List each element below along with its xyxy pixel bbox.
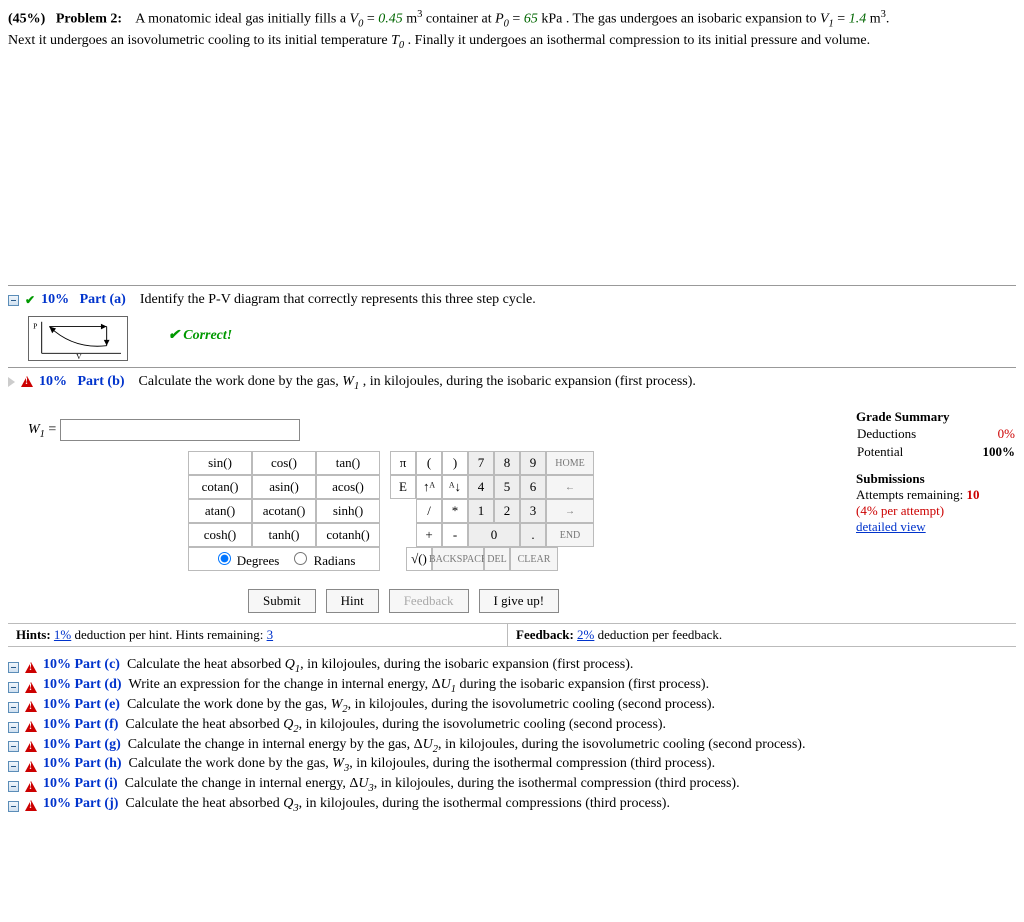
key-sym[interactable]: +	[416, 523, 442, 547]
collapse-icon[interactable]	[8, 741, 19, 752]
key-sym[interactable]: (	[416, 451, 442, 475]
key-dot[interactable]: .	[520, 523, 546, 547]
answer-input[interactable]	[60, 419, 300, 441]
key-fn[interactable]: acos()	[316, 475, 380, 499]
collapse-icon[interactable]	[8, 761, 19, 772]
key-num[interactable]: 6	[520, 475, 546, 499]
key-ctl[interactable]: ←	[546, 475, 594, 499]
key-num[interactable]: 4	[468, 475, 494, 499]
key-clear[interactable]: CLEAR	[510, 547, 558, 571]
key-fn[interactable]: cosh()	[188, 523, 252, 547]
collapse-icon[interactable]	[8, 682, 19, 693]
hints-feedback-bar: Hints: 1% deduction per hint. Hints rema…	[8, 623, 1016, 647]
key-fn[interactable]: tan()	[316, 451, 380, 475]
warning-icon	[25, 800, 37, 811]
svg-text:V: V	[76, 352, 82, 361]
correct-label: ✔ Correct!	[168, 327, 232, 344]
key-fn[interactable]: atan()	[188, 499, 252, 523]
check-icon: ✔	[25, 293, 35, 308]
key-fn[interactable]: cos()	[252, 451, 316, 475]
key-num[interactable]: 3	[520, 499, 546, 523]
keypad: sin()cos()tan() π()789HOME cotan()asin()ac…	[188, 451, 816, 571]
warning-icon	[25, 761, 37, 772]
warning-icon	[25, 721, 37, 732]
key-fn[interactable]: acotan()	[252, 499, 316, 523]
key-fn[interactable]: tanh()	[252, 523, 316, 547]
key-num[interactable]: 1	[468, 499, 494, 523]
collapse-icon[interactable]	[8, 702, 19, 713]
pv-diagram: P V	[28, 316, 128, 361]
key-sym[interactable]: π	[390, 451, 416, 475]
warning-icon	[21, 376, 33, 387]
expand-icon[interactable]	[8, 377, 15, 387]
warning-icon	[25, 701, 37, 712]
collapse-icon[interactable]	[8, 295, 19, 306]
radians-radio[interactable]: Radians	[289, 549, 355, 569]
key-sym[interactable]: )	[442, 451, 468, 475]
answer-row: W1 =	[28, 419, 816, 441]
key-ctl[interactable]: END	[546, 523, 594, 547]
detailed-view-link[interactable]: detailed view	[856, 519, 926, 534]
key-fn[interactable]: cotanh()	[316, 523, 380, 547]
submit-button[interactable]: Submit	[248, 589, 316, 613]
key-sym[interactable]: -	[442, 523, 468, 547]
part-b-header: 10% Part (b) Calculate the work done by …	[8, 374, 1016, 392]
feedback-button[interactable]: Feedback	[389, 589, 469, 613]
key-num[interactable]: 5	[494, 475, 520, 499]
key-del[interactable]: DEL	[484, 547, 510, 571]
key-fn[interactable]: asin()	[252, 475, 316, 499]
giveup-button[interactable]: I give up!	[479, 589, 560, 613]
key-num[interactable]: 2	[494, 499, 520, 523]
collapse-icon[interactable]	[8, 722, 19, 733]
key-sym[interactable]: ↑ᴬ	[416, 475, 442, 499]
key-sym[interactable]: /	[416, 499, 442, 523]
part-a-header: ✔ 10% Part (a) Identify the P-V diagram …	[8, 292, 1016, 308]
problem-statement: (45%) Problem 2: A monatomic ideal gas i…	[8, 8, 1016, 53]
key-sym[interactable]: *	[442, 499, 468, 523]
hint-button[interactable]: Hint	[326, 589, 379, 613]
collapse-icon[interactable]	[8, 781, 19, 792]
remaining-parts: 10% Part (c) Calculate the heat absorbed…	[8, 657, 1016, 813]
key-ctl[interactable]: →	[546, 499, 594, 523]
problem-label: Problem 2:	[56, 12, 122, 27]
warning-icon	[25, 781, 37, 792]
key-fn[interactable]: cotan()	[188, 475, 252, 499]
warning-icon	[25, 662, 37, 673]
feedback-pct-link[interactable]: 2%	[577, 627, 594, 642]
key-sym[interactable]: ᴬ↓	[442, 475, 468, 499]
key-sym[interactable]: E	[390, 475, 416, 499]
warning-icon	[25, 682, 37, 693]
svg-text:P: P	[33, 321, 37, 330]
hints-remaining-link[interactable]: 3	[267, 627, 274, 642]
key-fn[interactable]: sinh()	[316, 499, 380, 523]
key-num[interactable]: 9	[520, 451, 546, 475]
key-num[interactable]: 7	[468, 451, 494, 475]
key-backspace[interactable]: BACKSPACE	[432, 547, 484, 571]
grade-summary: Grade Summary Deductions0% Potential100%…	[856, 409, 1016, 613]
collapse-icon[interactable]	[8, 662, 19, 673]
key-ctl[interactable]: HOME	[546, 451, 594, 475]
key-num[interactable]: 0	[468, 523, 520, 547]
warning-icon	[25, 741, 37, 752]
problem-percent: (45%)	[8, 12, 45, 27]
hints-pct-link[interactable]: 1%	[54, 627, 71, 642]
key-num[interactable]: 8	[494, 451, 520, 475]
key-fn[interactable]: sin()	[188, 451, 252, 475]
degrees-radio[interactable]: Degrees	[213, 549, 280, 569]
collapse-icon[interactable]	[8, 801, 19, 812]
